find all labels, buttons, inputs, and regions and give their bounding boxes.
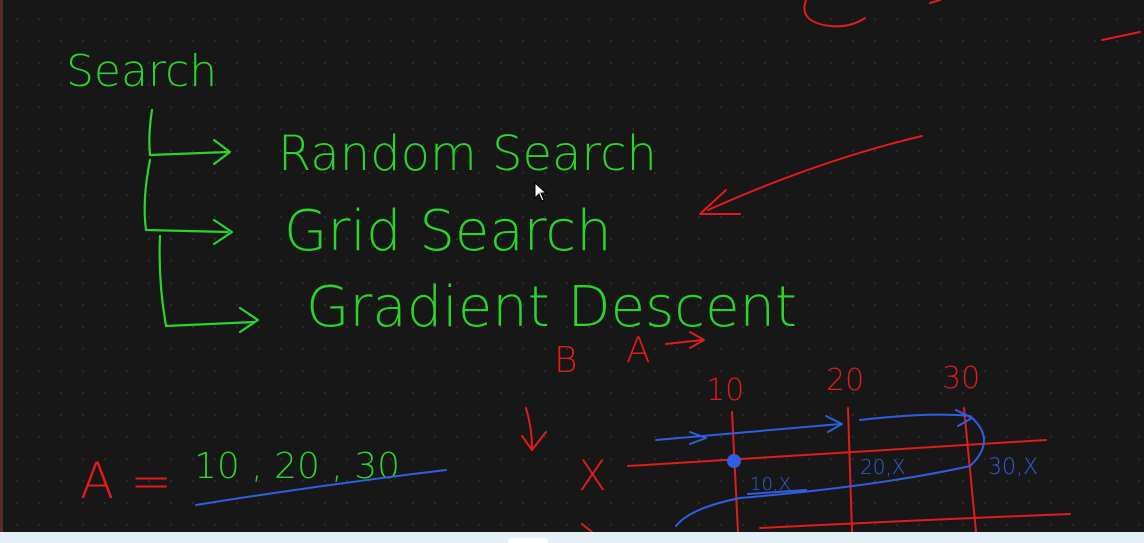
grid-vline-2 [847, 407, 853, 532]
blue-path-loop [675, 415, 985, 527]
grid-cell-10x: 10,X [750, 474, 791, 495]
red-down-arrow [521, 407, 547, 451]
red-arrow-to-grid-search [707, 135, 923, 211]
grid-cell-30x: 30,X [988, 455, 1038, 480]
grid-vline-3 [963, 407, 977, 532]
grid-row-x: X [578, 451, 607, 500]
grid-start-point [727, 454, 741, 468]
red-stroke-fragment-right [1101, 31, 1141, 41]
tree-arrowhead-2 [212, 218, 234, 246]
blue-path-row1 [655, 423, 841, 441]
method-random-search: Random Search [278, 126, 657, 182]
method-gradient-descent: Gradient Descent [306, 275, 797, 340]
whiteboard-canvas[interactable]: Search Random Search Grid Search Gradien… [0, 0, 1144, 532]
bottom-toolbar [0, 532, 1144, 543]
ink-layer: Search Random Search Grid Search Gradien… [66, 0, 1141, 532]
tree-arrowhead-1 [212, 138, 232, 166]
label-a: A [626, 330, 651, 371]
blue-arrowhead-1 [689, 431, 707, 445]
grid-col-30: 30 [942, 361, 980, 396]
grid-hline-2 [759, 513, 1071, 529]
equation-values: 10 , 20 , 30 [194, 446, 400, 487]
grid-col-10: 10 [706, 373, 744, 408]
red-arrowhead [699, 189, 741, 215]
title-search: Search [66, 46, 217, 97]
red-stroke-bottom [581, 523, 593, 532]
blue-path-curve [859, 409, 973, 427]
bottom-toolbar-tab[interactable] [508, 538, 548, 543]
equation-a-equals: A = [80, 452, 172, 510]
grid-cell-20x: 20,X [860, 455, 906, 479]
grid-col-20: 20 [826, 363, 864, 398]
arrow-pointer-icon [534, 182, 548, 202]
grid-hline-1 [627, 439, 1047, 467]
label-b: B [554, 340, 578, 381]
red-stroke-fragment-top-right [929, 0, 941, 4]
canvas-left-edge [0, 0, 3, 532]
tree-connector-2 [143, 158, 230, 234]
tree-connector-1 [148, 108, 230, 157]
a-direction-arrow [665, 331, 705, 349]
values-underline [195, 469, 447, 506]
tree-arrowhead-3 [238, 306, 260, 334]
cell-10x-underline [747, 489, 807, 495]
tree-connector-3 [158, 234, 256, 328]
method-grid-search: Grid Search [284, 199, 612, 264]
blue-arrowhead-2 [825, 415, 843, 433]
grid-vline-1 [731, 411, 739, 532]
red-stroke-fragment-top [803, 0, 866, 28]
